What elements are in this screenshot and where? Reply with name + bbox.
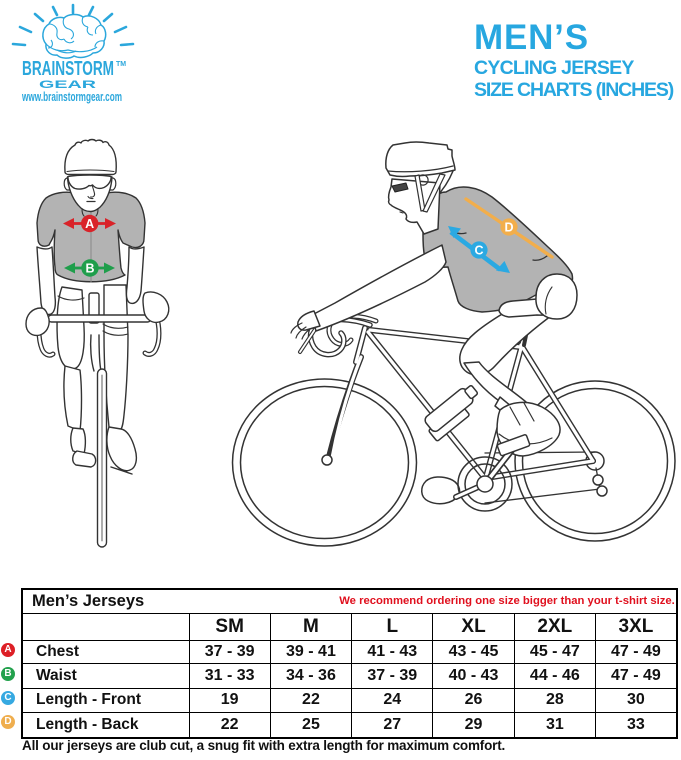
svg-text:GEAR: GEAR bbox=[39, 79, 96, 91]
svg-text:TM: TM bbox=[116, 61, 126, 68]
svg-text:D: D bbox=[504, 221, 513, 235]
svg-text:www.brainstormgear.com: www.brainstormgear.com bbox=[21, 90, 122, 104]
svg-text:A: A bbox=[85, 217, 94, 231]
svg-text:BRAINSTORM: BRAINSTORM bbox=[22, 58, 114, 80]
svg-text:C: C bbox=[474, 244, 483, 258]
svg-text:B: B bbox=[85, 262, 94, 276]
